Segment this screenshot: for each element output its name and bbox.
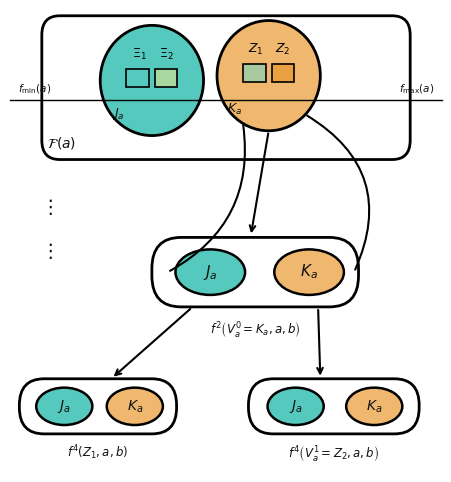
FancyBboxPatch shape (19, 379, 176, 434)
Text: $\vdots$: $\vdots$ (40, 241, 53, 261)
Ellipse shape (175, 249, 244, 295)
Text: $J_a$: $J_a$ (288, 398, 302, 415)
Text: $f^2\left(V_a^0 = K_a, a, b\right)$: $f^2\left(V_a^0 = K_a, a, b\right)$ (209, 320, 300, 340)
Text: $f^4\left(V_a^1 = Z_2, a, b\right)$: $f^4\left(V_a^1 = Z_2, a, b\right)$ (288, 444, 378, 464)
Bar (126, 69, 148, 87)
Ellipse shape (106, 388, 162, 425)
Text: $\Xi_2$: $\Xi_2$ (159, 47, 173, 62)
FancyBboxPatch shape (42, 16, 409, 160)
Ellipse shape (345, 388, 401, 425)
Text: $Z_1$: $Z_1$ (248, 42, 263, 57)
FancyBboxPatch shape (152, 238, 358, 307)
Text: $J_a$: $J_a$ (57, 398, 71, 415)
Text: $J_a$: $J_a$ (112, 106, 124, 122)
Ellipse shape (267, 388, 323, 425)
FancyBboxPatch shape (248, 379, 418, 434)
Text: $Z_2$: $Z_2$ (275, 42, 290, 57)
Text: $K_a$: $K_a$ (299, 263, 318, 281)
Text: $J_a$: $J_a$ (202, 263, 217, 281)
Ellipse shape (36, 388, 92, 425)
Text: $f_{\min}(a)$: $f_{\min}(a)$ (18, 82, 51, 96)
Circle shape (100, 26, 203, 135)
Text: $K_a$: $K_a$ (365, 398, 382, 415)
Bar (155, 69, 177, 87)
Text: $\mathcal{F}(a)$: $\mathcal{F}(a)$ (47, 135, 76, 151)
Text: $f_{\max}(a)$: $f_{\max}(a)$ (398, 82, 433, 96)
Circle shape (216, 21, 320, 131)
Bar (243, 64, 265, 82)
Bar (271, 64, 294, 82)
Text: $K_a$: $K_a$ (126, 398, 143, 415)
Ellipse shape (274, 249, 343, 295)
Text: $\vdots$: $\vdots$ (40, 198, 53, 217)
Text: $K_a$: $K_a$ (227, 102, 242, 117)
Text: $f^4\left(Z_1, a, b\right)$: $f^4\left(Z_1, a, b\right)$ (67, 444, 128, 462)
Text: $\Xi_1$: $\Xi_1$ (132, 47, 147, 62)
